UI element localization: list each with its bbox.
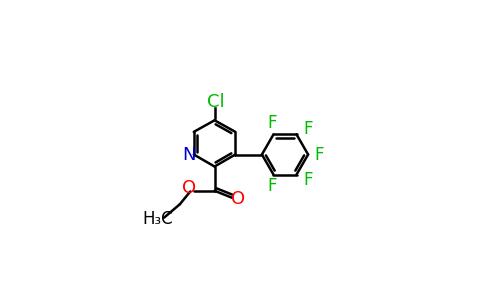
Text: Cl: Cl [207, 93, 225, 111]
Text: O: O [230, 190, 245, 208]
Text: F: F [315, 146, 324, 164]
Text: O: O [182, 179, 196, 197]
Text: N: N [182, 146, 196, 164]
Text: F: F [303, 171, 312, 189]
Text: F: F [303, 120, 312, 138]
Text: F: F [268, 177, 277, 195]
Text: H₃C: H₃C [142, 210, 173, 228]
Text: F: F [268, 114, 277, 132]
